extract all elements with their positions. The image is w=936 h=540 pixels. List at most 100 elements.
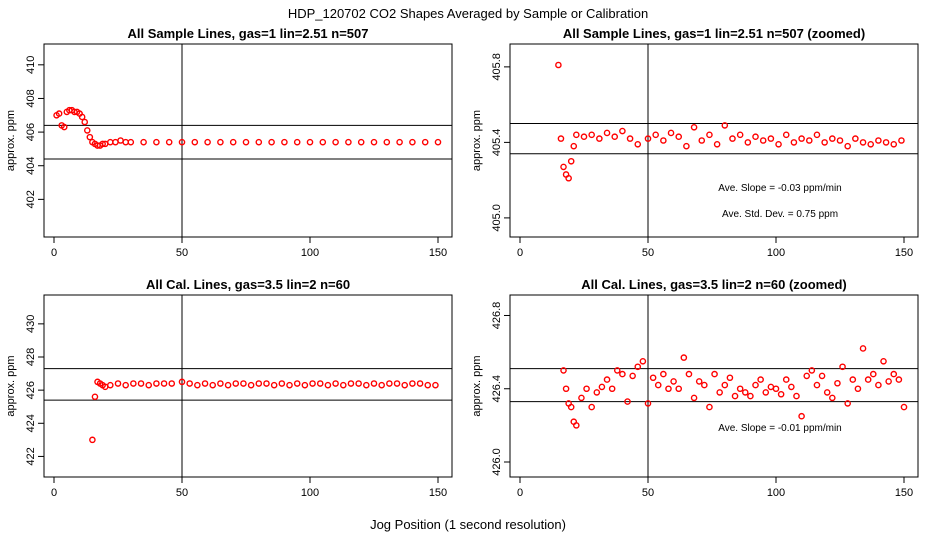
data-point (757, 376, 764, 383)
data-point (854, 385, 862, 393)
data-point (731, 392, 739, 400)
data-point (683, 142, 690, 150)
data-point (895, 376, 903, 383)
data-point (759, 137, 767, 144)
data-point (122, 381, 129, 389)
data-point (890, 370, 898, 378)
chart-panel-1: All Sample Lines, gas=1 lin=2.51 n=507 ap… (5, 26, 453, 259)
data-point (624, 398, 631, 405)
data-point (736, 385, 744, 393)
data-point (898, 137, 905, 144)
data-point (567, 157, 575, 165)
plot-frame (43, 43, 453, 238)
data-point (60, 123, 68, 131)
data-point (844, 400, 851, 407)
plot-frame (509, 294, 919, 478)
panel-title: All Cal. Lines, gas=3.5 lin=2 n=60 (zoom… (581, 277, 847, 292)
data-point (839, 363, 846, 371)
data-point (762, 389, 770, 396)
data-point (808, 367, 816, 374)
data-point (634, 363, 642, 371)
data-point (813, 131, 821, 139)
data-point (685, 370, 693, 378)
data-point (775, 140, 782, 148)
data-point (798, 412, 805, 420)
data-point (186, 380, 193, 387)
data-point (86, 133, 94, 141)
data-point (670, 378, 677, 385)
data-point (706, 403, 713, 411)
data-point (434, 138, 442, 146)
y-tick-label: 408 (25, 89, 37, 107)
y-tick-label: 405.0 (491, 204, 503, 232)
data-point (339, 381, 347, 389)
data-point (160, 380, 168, 387)
data-point (675, 385, 683, 393)
y-tick-label: 426.8 (491, 302, 503, 330)
data-point (89, 436, 96, 444)
data-point (588, 403, 595, 411)
data-point (716, 389, 723, 396)
data-point (721, 122, 729, 129)
data-point (424, 381, 432, 389)
data-point (900, 403, 908, 411)
data-point (849, 376, 857, 383)
data-point (660, 137, 667, 144)
y-axis-label: approx. ppm (5, 355, 17, 416)
y-tick-label: 405.4 (491, 129, 503, 157)
data-point (752, 133, 759, 141)
data-point (741, 389, 749, 396)
data-point (813, 381, 821, 389)
data-point (836, 137, 844, 144)
data-point (332, 138, 339, 146)
data-point (859, 345, 867, 352)
data-point (790, 139, 798, 146)
data-point (301, 381, 309, 389)
x-tick-label: 100 (767, 487, 785, 499)
data-point (864, 376, 872, 383)
data-point (867, 140, 875, 148)
data-point (316, 380, 324, 387)
data-point (580, 133, 588, 141)
data-point (229, 138, 237, 146)
data-point (829, 394, 836, 402)
data-point (869, 370, 877, 378)
data-point (823, 389, 831, 396)
data-point (178, 378, 186, 386)
data-point (852, 135, 859, 142)
data-point (660, 370, 667, 378)
y-tick-label: 422 (25, 447, 37, 465)
data-point (736, 131, 744, 139)
data-point (706, 131, 713, 139)
data-point (619, 370, 626, 378)
x-tick-label: 50 (642, 487, 654, 499)
data-point (99, 140, 106, 148)
data-point (711, 370, 718, 378)
y-tick-label: 410 (25, 56, 37, 74)
data-point (293, 138, 301, 146)
data-point (644, 400, 652, 407)
data-point (363, 381, 370, 389)
y-axis-label: approx. ppm (5, 110, 17, 171)
data-point (130, 380, 137, 387)
data-point (788, 383, 795, 391)
data-point (137, 380, 145, 387)
data-point (191, 138, 199, 146)
data-point (713, 140, 721, 148)
data-point (91, 393, 99, 401)
data-point (747, 392, 754, 400)
panels: All Sample Lines, gas=1 lin=2.51 n=507 ap… (5, 26, 919, 499)
data-point (178, 138, 186, 146)
data-point (752, 381, 759, 389)
data-point (593, 389, 601, 396)
data-point (782, 131, 790, 139)
y-tick-label: 426.0 (491, 448, 503, 476)
data-point (201, 380, 209, 387)
data-point (629, 372, 636, 380)
data-point (885, 378, 892, 385)
data-point (603, 129, 611, 137)
data-point (798, 135, 805, 142)
y-tick-label: 406 (25, 123, 37, 141)
y-axis-label: approx. ppm (471, 110, 483, 171)
data-point (821, 139, 828, 146)
